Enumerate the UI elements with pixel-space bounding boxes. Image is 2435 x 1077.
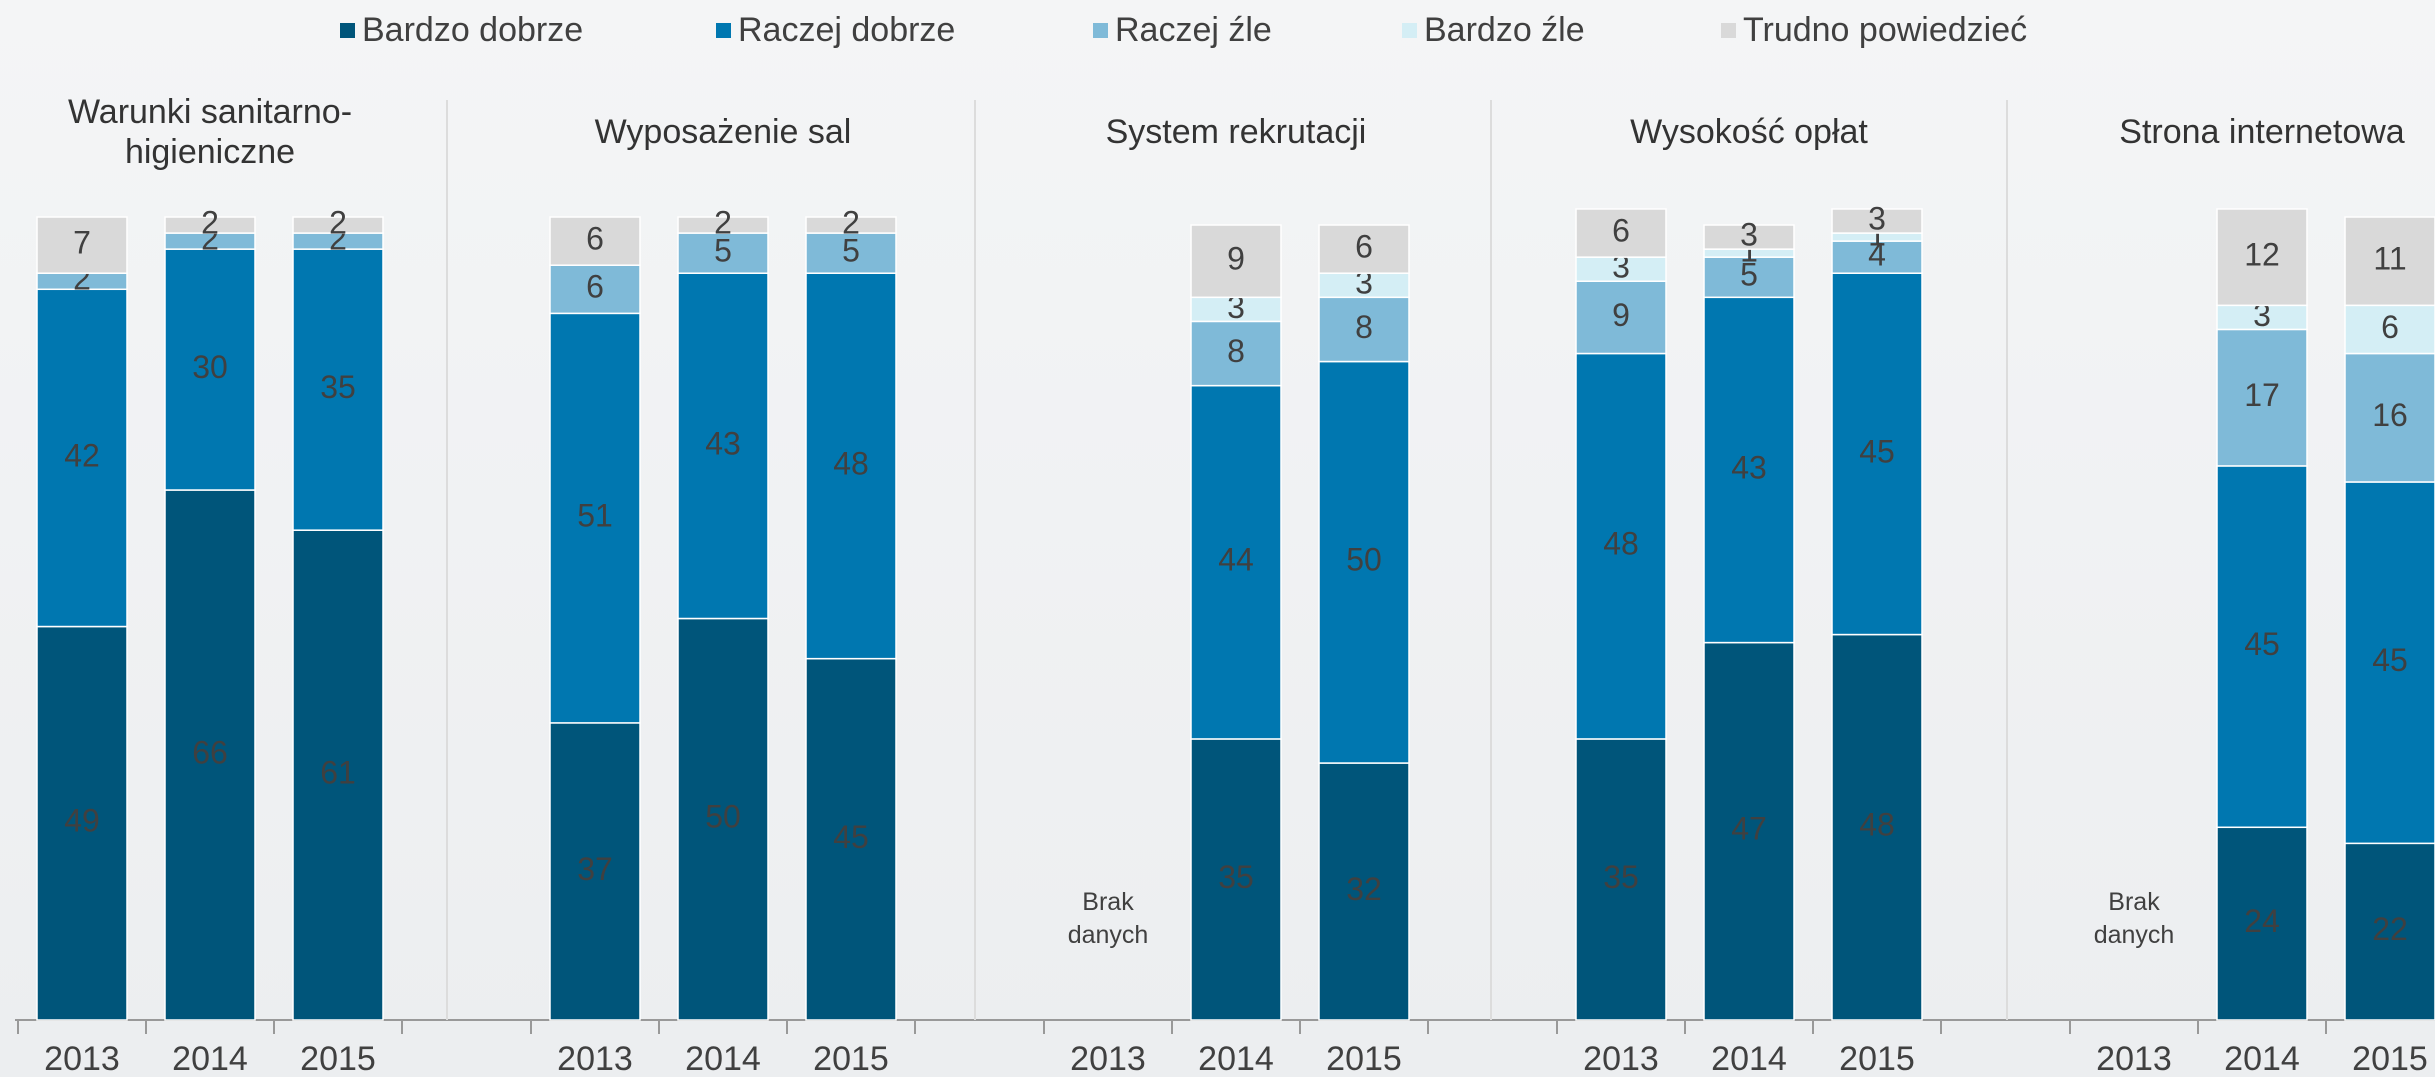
x-tick-label: 2014 — [1198, 1040, 1274, 1077]
data-label: 2 — [201, 204, 219, 240]
data-label: 6 — [1355, 229, 1373, 265]
data-label: 45 — [2244, 626, 2280, 662]
data-label: 22 — [2372, 911, 2408, 947]
missing-label: Brak danych — [2079, 886, 2189, 952]
data-label: 2 — [714, 204, 732, 240]
legend-label: Raczej źle — [1115, 11, 1272, 49]
data-label: 3 — [1740, 217, 1758, 253]
missing-label: Brak danych — [1053, 886, 1163, 952]
data-label: 43 — [705, 425, 741, 461]
x-tick-label: 2013 — [557, 1040, 633, 1077]
x-tick-label: 2014 — [2224, 1040, 2300, 1077]
data-label: 35 — [1218, 859, 1254, 895]
data-label: 6 — [1612, 213, 1630, 249]
data-label: 35 — [320, 369, 356, 405]
data-label: 48 — [833, 445, 869, 481]
panel-title: Strona internetowa — [2052, 112, 2435, 152]
data-label: 30 — [192, 349, 228, 385]
data-label: 50 — [1346, 542, 1382, 578]
legend-swatch — [1721, 23, 1736, 38]
data-label: 45 — [1859, 433, 1895, 469]
legend-label: Raczej dobrze — [738, 11, 955, 49]
x-tick-label: 2015 — [1839, 1040, 1915, 1077]
panel-title: Warunki sanitarno- higieniczne — [60, 92, 360, 172]
x-tick-label: 2015 — [2352, 1040, 2428, 1077]
x-tick-label: 2013 — [1070, 1040, 1146, 1077]
x-tick-label: 2015 — [300, 1040, 376, 1077]
legend-swatch — [340, 23, 355, 38]
data-label: 49 — [64, 803, 100, 839]
data-label: 32 — [1346, 871, 1382, 907]
data-label: 6 — [586, 221, 604, 257]
data-label: 3 — [1868, 200, 1886, 236]
data-label: 8 — [1355, 309, 1373, 345]
data-label: 42 — [64, 437, 100, 473]
data-label: 12 — [2244, 237, 2280, 273]
data-label: 24 — [2244, 903, 2280, 939]
data-label: 43 — [1731, 449, 1767, 485]
data-label: 37 — [577, 851, 613, 887]
data-label: 9 — [1612, 297, 1630, 333]
data-label: 47 — [1731, 811, 1767, 847]
data-label: 17 — [2244, 377, 2280, 413]
legend-swatch — [1093, 23, 1108, 38]
x-tick-label: 2013 — [1583, 1040, 1659, 1077]
data-label: 7 — [73, 225, 91, 261]
data-label: 35 — [1603, 859, 1639, 895]
x-tick-label: 2013 — [44, 1040, 120, 1077]
data-label: 44 — [1218, 542, 1254, 578]
data-label: 11 — [2373, 241, 2406, 277]
panel-title: System rekrutacji — [1026, 112, 1446, 152]
x-tick-label: 2015 — [1326, 1040, 1402, 1077]
panel-title: Wysokość opłat — [1539, 112, 1959, 152]
data-label: 16 — [2372, 397, 2408, 433]
x-tick-label: 2014 — [685, 1040, 761, 1077]
legend-label: Bardzo dobrze — [362, 11, 583, 49]
data-label: 50 — [705, 799, 741, 835]
legend-swatch — [1402, 23, 1417, 38]
data-label: 9 — [1227, 241, 1245, 277]
data-label: 2 — [842, 204, 860, 240]
data-label: 48 — [1859, 807, 1895, 843]
data-label: 6 — [2381, 309, 2399, 345]
data-label: 51 — [577, 498, 613, 534]
data-label: 61 — [320, 755, 356, 791]
chart: Bardzo dobrze Raczej dobrze Raczej źle Bard… — [0, 0, 2435, 1077]
x-tick-label: 2013 — [2096, 1040, 2172, 1077]
x-tick-label: 2014 — [1711, 1040, 1787, 1077]
data-label: 48 — [1603, 526, 1639, 562]
data-label: 2 — [329, 204, 347, 240]
legend-label: Bardzo źle — [1424, 11, 1585, 49]
data-label: 8 — [1227, 333, 1245, 369]
legend-swatch — [716, 23, 731, 38]
x-tick-label: 2015 — [813, 1040, 889, 1077]
data-label: 6 — [586, 269, 604, 305]
data-label: 45 — [833, 819, 869, 855]
legend-label: Trudno powiedzieć — [1743, 11, 2027, 49]
x-tick-label: 2014 — [172, 1040, 248, 1077]
page: Bardzo dobrze Raczej dobrze Raczej źle Bard… — [0, 0, 2435, 1077]
data-label: 45 — [2372, 642, 2408, 678]
data-label: 66 — [192, 734, 228, 770]
panel-title: Wyposażenie sal — [513, 112, 933, 152]
